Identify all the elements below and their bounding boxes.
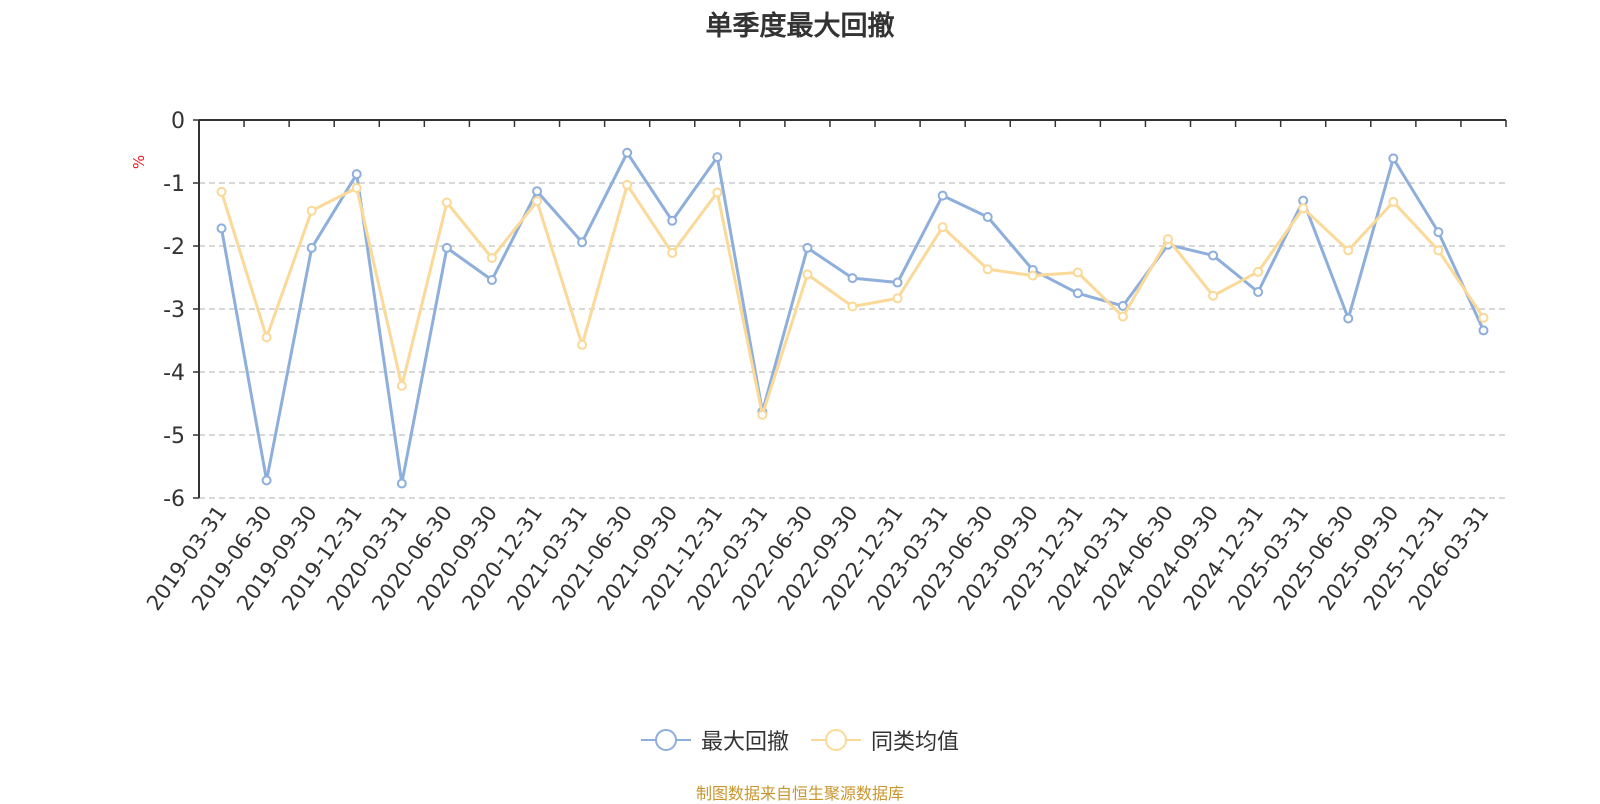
legend-item-peer-average[interactable]: 同类均值 <box>811 724 959 756</box>
data-point[interactable] <box>1343 245 1354 256</box>
data-point[interactable] <box>396 478 407 489</box>
data-point[interactable] <box>351 183 362 194</box>
line-chart: % 0-1-2-3-4-5-62019-03-312019-06-302019-… <box>130 109 1507 615</box>
data-point[interactable] <box>1208 290 1219 301</box>
data-point[interactable] <box>396 380 407 391</box>
data-point[interactable] <box>892 277 903 288</box>
data-point[interactable] <box>216 186 227 197</box>
data-point[interactable] <box>486 252 497 263</box>
data-point[interactable] <box>712 187 723 198</box>
series-0 <box>216 147 1489 489</box>
data-point[interactable] <box>577 339 588 350</box>
data-point[interactable] <box>306 205 317 216</box>
data-point[interactable] <box>1072 288 1083 299</box>
y-tick-label: -1 <box>163 172 185 197</box>
data-point[interactable] <box>261 332 272 343</box>
data-point[interactable] <box>577 237 588 248</box>
grid-lines <box>199 182 1506 499</box>
data-point[interactable] <box>712 152 723 163</box>
data-point[interactable] <box>1162 234 1173 245</box>
data-point[interactable] <box>441 197 452 208</box>
legend-label-drawdown: 最大回撤 <box>700 730 789 755</box>
y-tick-label: -2 <box>163 235 185 260</box>
data-point[interactable] <box>306 242 317 253</box>
data-point[interactable] <box>802 269 813 280</box>
data-point[interactable] <box>892 293 903 304</box>
data-point[interactable] <box>982 212 993 223</box>
data-point[interactable] <box>1433 245 1444 256</box>
data-point[interactable] <box>1298 203 1309 214</box>
y-tick-label: -5 <box>163 424 185 449</box>
legend-label-peer-average: 同类均值 <box>871 730 960 755</box>
data-point[interactable] <box>847 301 858 312</box>
axes: 0-1-2-3-4-5-62019-03-312019-06-302019-09… <box>142 109 1507 615</box>
data-point[interactable] <box>667 215 678 226</box>
data-point[interactable] <box>1208 250 1219 261</box>
legend-marker-drawdown-icon <box>640 729 691 751</box>
data-point[interactable] <box>532 186 543 197</box>
data-point[interactable] <box>1117 300 1128 311</box>
data-point[interactable] <box>1478 325 1489 336</box>
data-point[interactable] <box>1388 153 1399 164</box>
series-line <box>220 151 1485 485</box>
data-point[interactable] <box>351 169 362 180</box>
y-axis-unit-label: % <box>130 155 148 169</box>
data-point[interactable] <box>622 179 633 190</box>
data-point[interactable] <box>982 264 993 275</box>
y-tick-label: -6 <box>163 487 185 512</box>
data-point[interactable] <box>622 147 633 158</box>
data-point[interactable] <box>1027 270 1038 281</box>
data-point[interactable] <box>1253 286 1264 297</box>
series-1 <box>216 179 1489 420</box>
data-point[interactable] <box>847 273 858 284</box>
data-point[interactable] <box>441 242 452 253</box>
legend-item-drawdown[interactable]: 最大回撤 <box>640 724 789 756</box>
data-point[interactable] <box>486 275 497 286</box>
legend-marker-peer-average-icon <box>811 729 861 751</box>
data-point[interactable] <box>1343 313 1354 324</box>
data-point[interactable] <box>1117 311 1128 322</box>
y-tick-label: -3 <box>163 298 185 323</box>
source-note: 制图数据来自恒生聚源数据库 <box>695 784 904 803</box>
data-point[interactable] <box>937 190 948 201</box>
data-point[interactable] <box>1253 266 1264 277</box>
series <box>216 147 1489 489</box>
data-point[interactable] <box>216 223 227 234</box>
data-point[interactable] <box>802 242 813 253</box>
data-point[interactable] <box>937 222 948 233</box>
series-line <box>220 183 1485 417</box>
y-tick-label: 0 <box>171 109 185 134</box>
data-point[interactable] <box>532 196 543 207</box>
y-tick-label: -4 <box>163 361 185 386</box>
data-point[interactable] <box>1072 267 1083 278</box>
data-point[interactable] <box>1388 196 1399 207</box>
legend: 最大回撤 同类均值 <box>0 724 1600 756</box>
data-point[interactable] <box>261 475 272 486</box>
data-point[interactable] <box>757 409 768 420</box>
chart-title: 单季度最大回撤 <box>705 11 895 42</box>
data-point[interactable] <box>1433 227 1444 238</box>
data-point[interactable] <box>1478 312 1489 323</box>
data-point[interactable] <box>667 247 678 258</box>
